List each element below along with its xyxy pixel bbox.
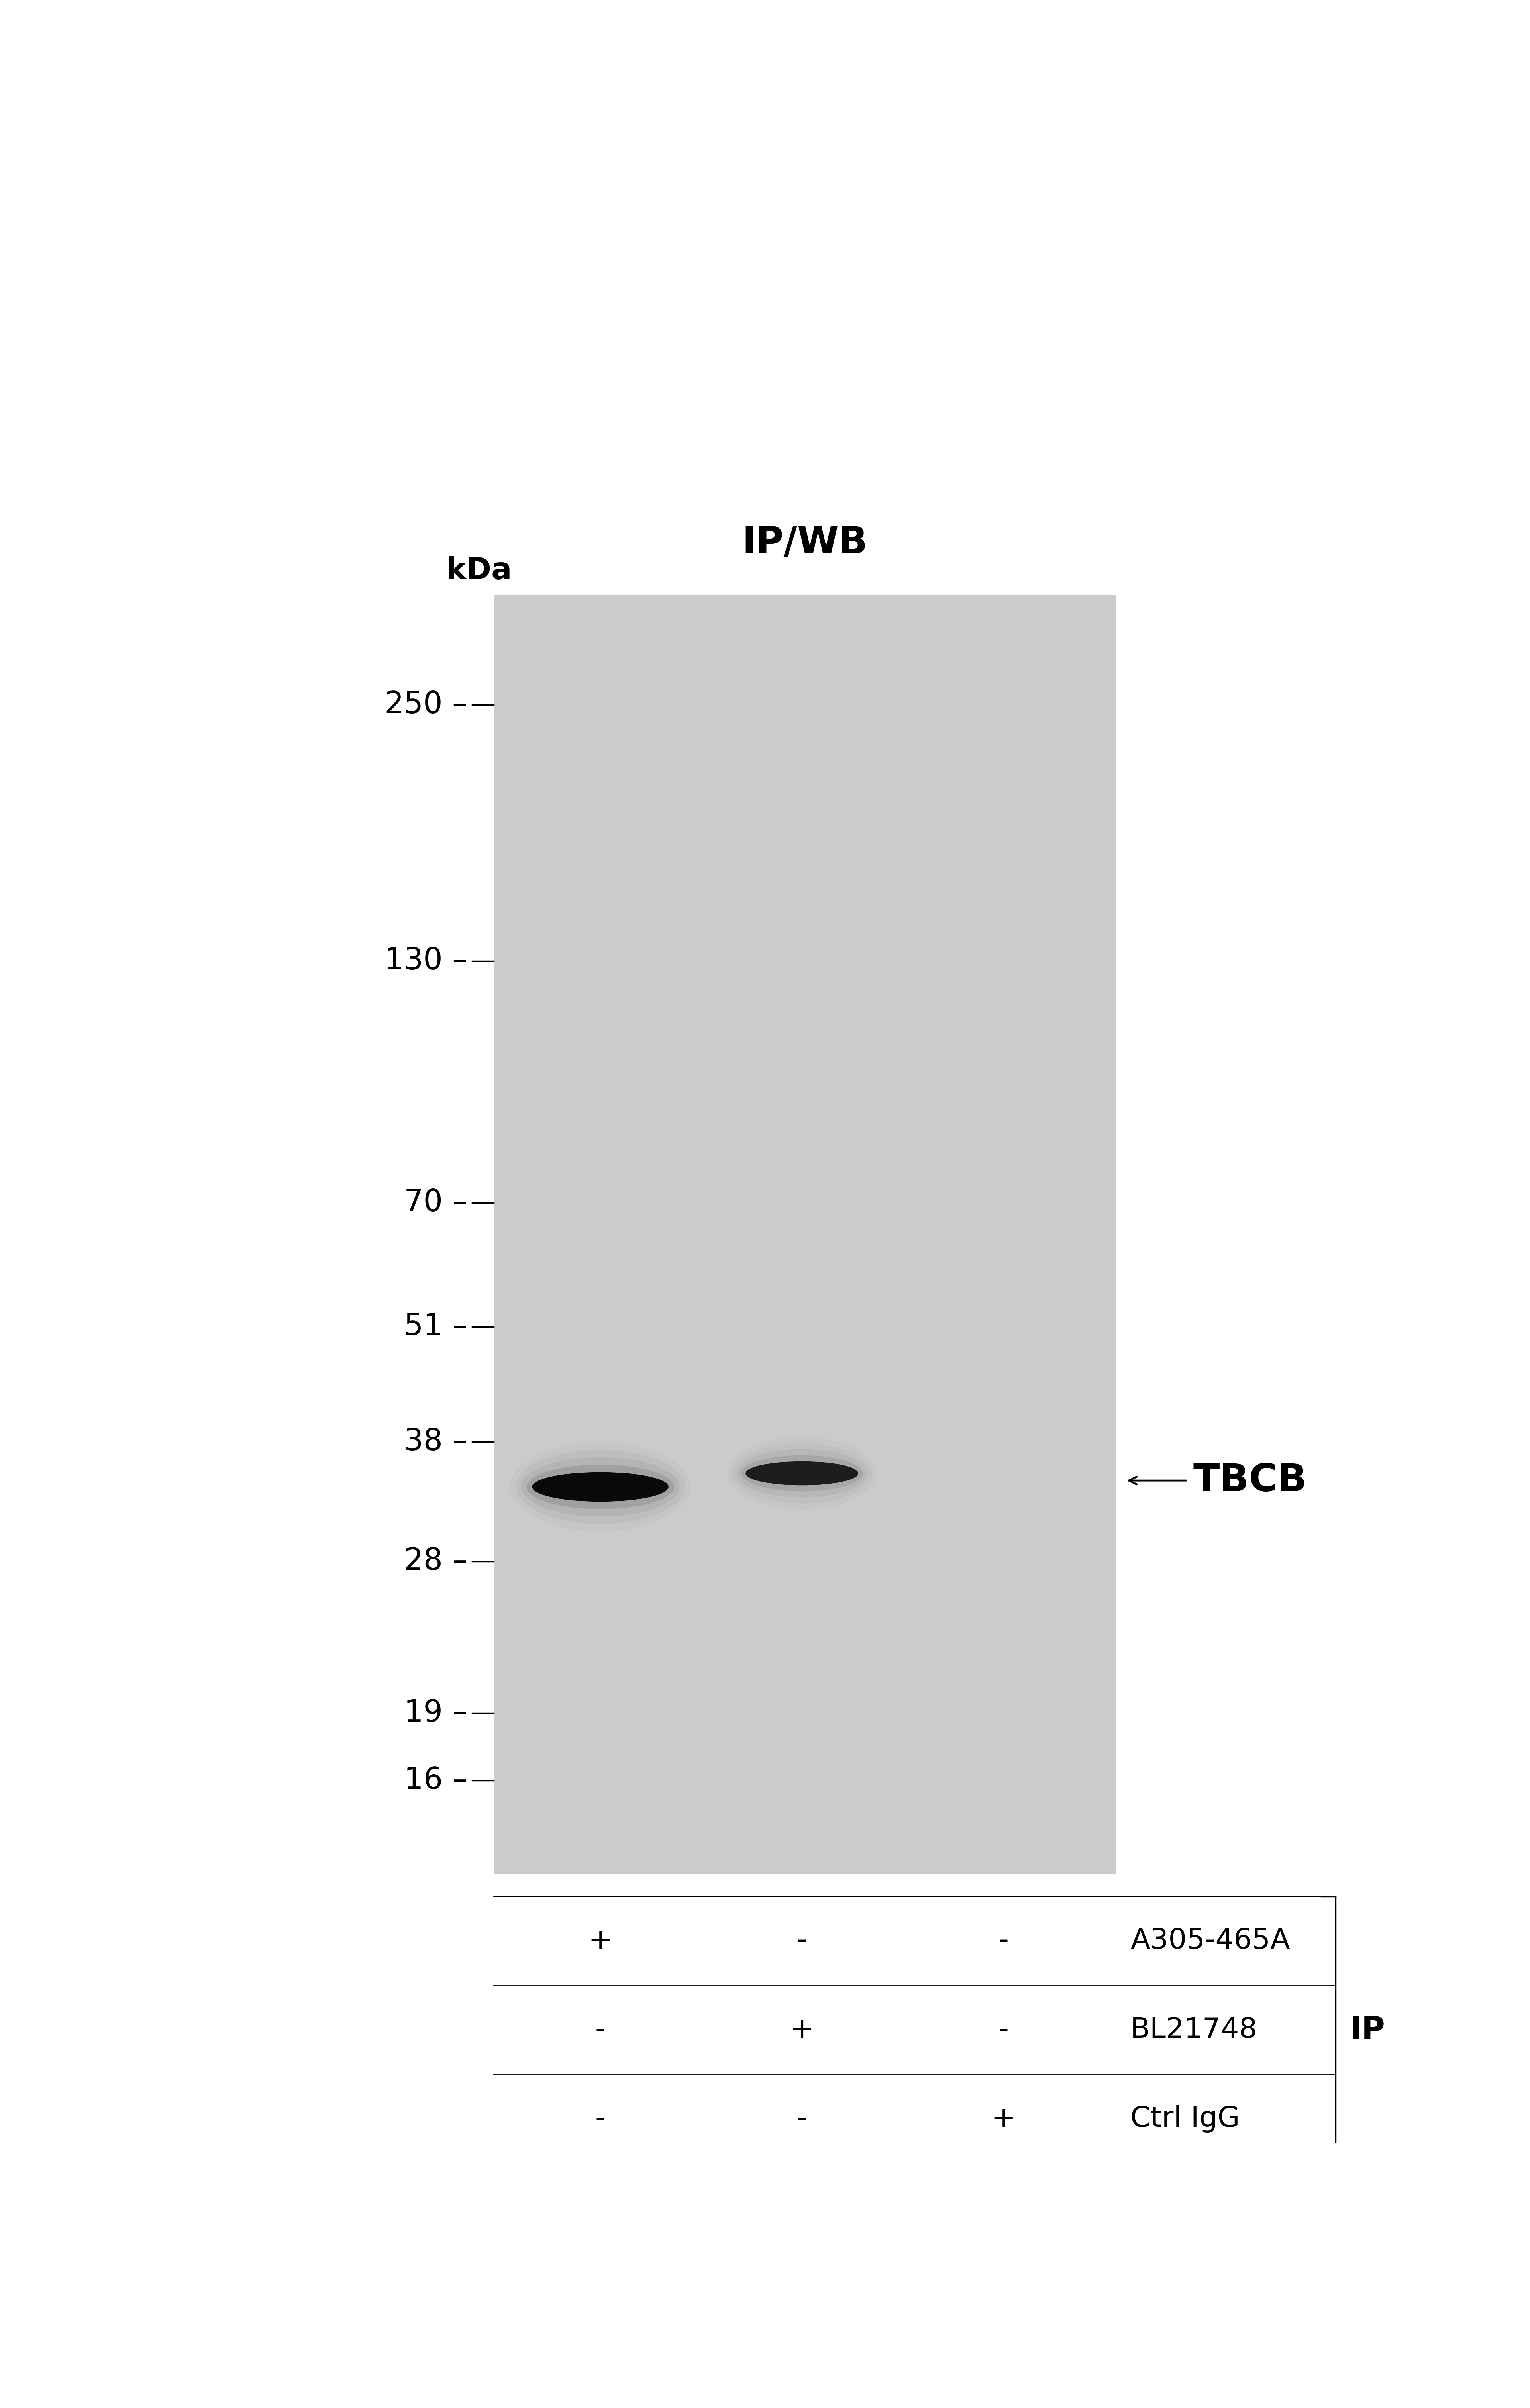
Text: BL21748: BL21748 [1131, 2015, 1258, 2044]
Text: IP/WB: IP/WB [742, 525, 868, 561]
Text: +: + [789, 2015, 814, 2044]
Text: -: - [998, 1926, 1008, 1955]
Text: +: + [991, 2105, 1016, 2133]
Text: 38 –: 38 – [404, 1428, 468, 1457]
Ellipse shape [526, 1464, 675, 1510]
Text: kDa: kDa [447, 556, 513, 585]
Text: 28 –: 28 – [404, 1546, 468, 1577]
Text: IP: IP [1349, 2015, 1385, 2044]
Text: 51 –: 51 – [404, 1312, 468, 1341]
Text: 19 –: 19 – [404, 1698, 468, 1729]
Text: Ctrl IgG: Ctrl IgG [1131, 2105, 1239, 2133]
Text: +: + [588, 1926, 612, 1955]
Text: A305-465A: A305-465A [1131, 1926, 1290, 1955]
Text: -: - [595, 2105, 606, 2133]
Text: 250 –: 250 – [384, 691, 468, 720]
Bar [494, 595, 1117, 1873]
Text: 70 –: 70 – [404, 1187, 468, 1218]
Ellipse shape [532, 1471, 669, 1503]
Ellipse shape [522, 1457, 679, 1517]
Text: -: - [998, 2015, 1008, 2044]
Text: 130 –: 130 – [384, 946, 468, 975]
Text: -: - [595, 2015, 606, 2044]
Text: 16 –: 16 – [404, 1765, 468, 1796]
Ellipse shape [741, 1454, 863, 1491]
Text: -: - [797, 2105, 808, 2133]
Text: -: - [797, 1926, 808, 1955]
Ellipse shape [745, 1462, 858, 1486]
Text: TBCB: TBCB [1193, 1462, 1307, 1500]
